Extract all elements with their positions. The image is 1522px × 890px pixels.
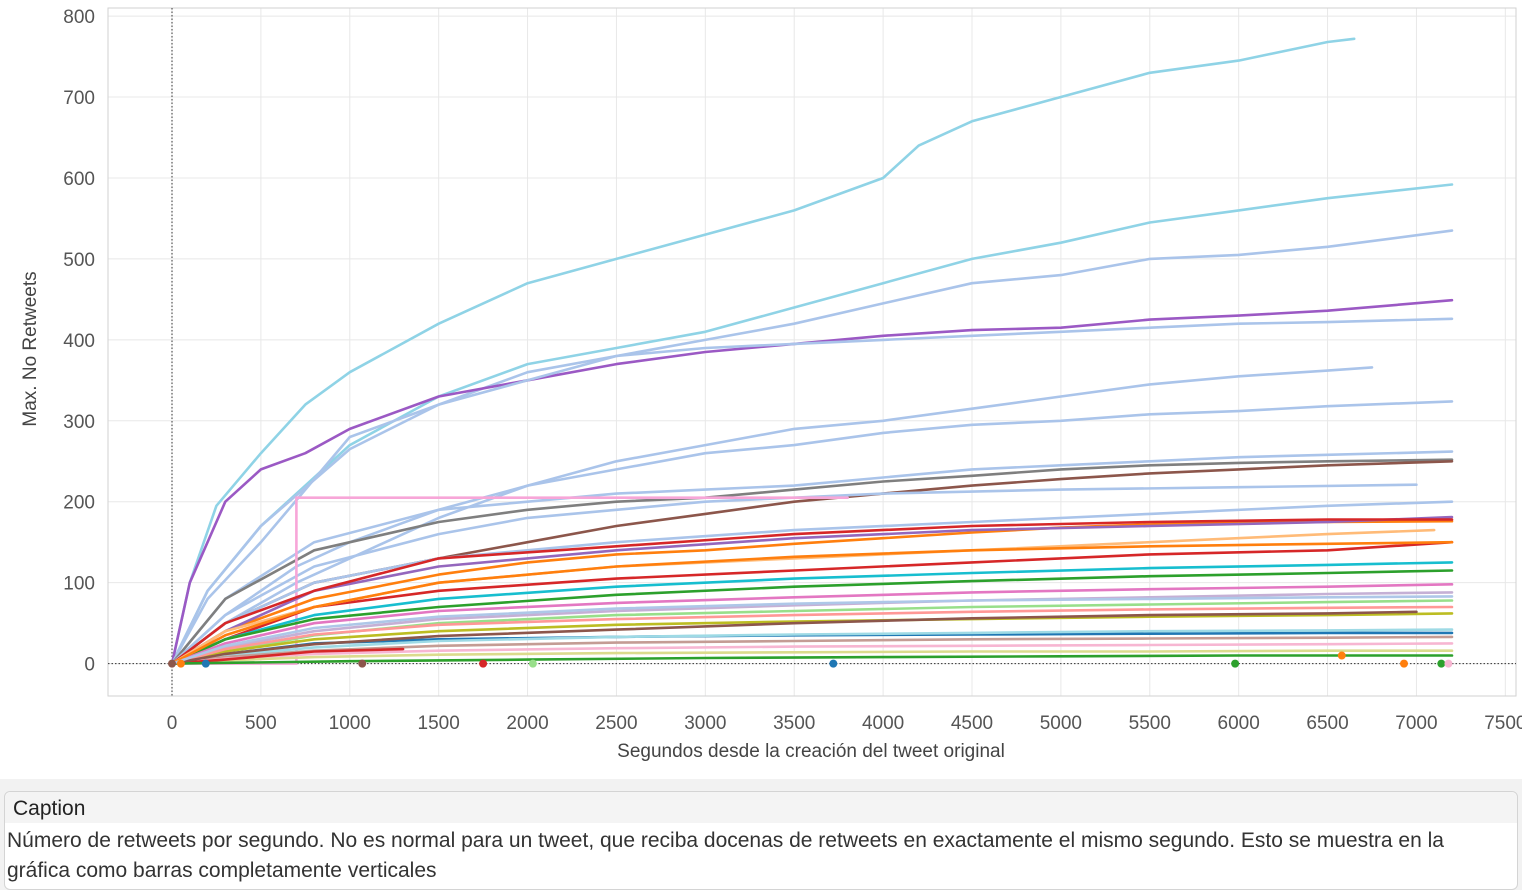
caption-panel: Caption Número de retweets por segundo. … xyxy=(0,779,1522,890)
series-line-tweet_28 xyxy=(170,635,1454,665)
series-line-tweet_34 xyxy=(170,610,1418,665)
caption-text: Número de retweets por segundo. No es no… xyxy=(7,829,1444,882)
data-point xyxy=(1400,659,1408,668)
retweets-line-chart: 0 500 1000 1500 2000 2500 3000 3500 4000 4500 5000… xyxy=(20,7,1522,762)
data-point xyxy=(1231,659,1240,668)
data-point xyxy=(1444,659,1453,668)
data-point xyxy=(829,659,838,668)
zero-reference-lines xyxy=(108,8,1516,696)
data-point xyxy=(1337,651,1346,660)
series-line-tweet_9 xyxy=(170,458,1454,665)
x-tick-label: 6000 xyxy=(1218,713,1260,734)
x-axis-title: Segundos desde la creación del tweet ori… xyxy=(617,741,1005,762)
data-point xyxy=(479,659,488,668)
series-line-tweet_27 xyxy=(170,628,1454,665)
series-line-tweet_20 xyxy=(170,569,1454,665)
x-tick-label: 6500 xyxy=(1306,713,1348,734)
series-line-tweet_31 xyxy=(170,647,405,665)
x-tick-label: 3000 xyxy=(684,713,726,734)
series-line-tweet_8 xyxy=(170,450,1454,665)
series-line-tweet_5 xyxy=(170,317,1454,665)
series-line-tweet_32 xyxy=(170,540,1454,665)
data-point xyxy=(201,659,210,668)
plot-border xyxy=(107,7,1517,697)
x-axis-ticks: 0 500 1000 1500 2000 2500 3000 3500 4000 4500 5000… xyxy=(167,713,1522,734)
series-line-tweet_16 xyxy=(170,540,1454,665)
x-tick-label: 5500 xyxy=(1129,713,1171,734)
x-tick-label: 1500 xyxy=(418,713,460,734)
x-tick-label: 7500 xyxy=(1484,713,1522,734)
x-tick-label: 4500 xyxy=(951,713,993,734)
series-line-tweet_35 xyxy=(170,595,1454,665)
x-tick-label: 2500 xyxy=(595,713,637,734)
y-tick-label: 800 xyxy=(63,7,95,28)
data-point xyxy=(1437,659,1446,668)
series-line-tweet_3 xyxy=(170,229,1454,665)
y-tick-label: 200 xyxy=(63,493,95,514)
x-tick-label: 5000 xyxy=(1040,713,1082,734)
data-point xyxy=(168,659,176,668)
x-tick-label: 4000 xyxy=(862,713,904,734)
data-point xyxy=(528,659,537,668)
y-axis-title: Max. No Retweets xyxy=(20,271,41,426)
series-line-tweet_14 xyxy=(170,519,1454,665)
y-tick-label: 600 xyxy=(63,169,95,190)
series-line-tweet_25 xyxy=(170,612,1454,665)
series-line-tweet_15 xyxy=(170,515,1454,665)
x-tick-label: 3500 xyxy=(773,713,815,734)
x-tick-label: 500 xyxy=(245,713,277,734)
series-line-tweet_11 xyxy=(170,483,1418,665)
caption-box: Caption Número de retweets por segundo. … xyxy=(4,791,1518,890)
caption-title: Caption xyxy=(5,792,1517,823)
series-line-tweet_19 xyxy=(170,561,1454,665)
series-line-tweet_1 xyxy=(170,37,1356,665)
series-line-tweet_17 xyxy=(170,518,1454,665)
series-line-tweet_6 xyxy=(170,366,1374,665)
series-line-tweet_23 xyxy=(170,599,1454,665)
y-tick-label: 700 xyxy=(63,88,95,109)
chart-area: 0 500 1000 1500 2000 2500 3000 3500 4000 4500 5000… xyxy=(20,7,1522,762)
series-line-tweet_26 xyxy=(170,605,1454,665)
gridlines xyxy=(108,8,1516,696)
x-tick-label: 2000 xyxy=(506,713,548,734)
series-line-tweet_21 xyxy=(170,582,1454,665)
data-points xyxy=(168,651,1453,668)
x-tick-label: 7000 xyxy=(1395,713,1437,734)
data-point xyxy=(176,659,185,668)
series-line-tweet_30 xyxy=(170,649,1454,665)
y-axis-ticks: 0 100 200 300 400 500 600 700 800 xyxy=(63,7,95,676)
series-line-tweet_2 xyxy=(170,183,1454,665)
y-tick-label: 100 xyxy=(63,574,95,595)
series-line-tweet_33 xyxy=(170,654,1454,665)
y-tick-label: 300 xyxy=(63,412,95,433)
series-line-tweet_22 xyxy=(170,591,1454,665)
y-tick-label: 400 xyxy=(63,331,95,352)
y-tick-label: 0 xyxy=(84,655,95,676)
y-tick-label: 500 xyxy=(63,250,95,271)
x-tick-label: 1000 xyxy=(329,713,371,734)
series-line-tweet_7 xyxy=(170,400,1454,665)
x-tick-label: 0 xyxy=(167,713,178,734)
series-line-tweet_4 xyxy=(170,298,1454,665)
series-lines xyxy=(170,37,1454,665)
data-point xyxy=(358,659,367,668)
series-line-tweet_13 xyxy=(170,500,1454,665)
